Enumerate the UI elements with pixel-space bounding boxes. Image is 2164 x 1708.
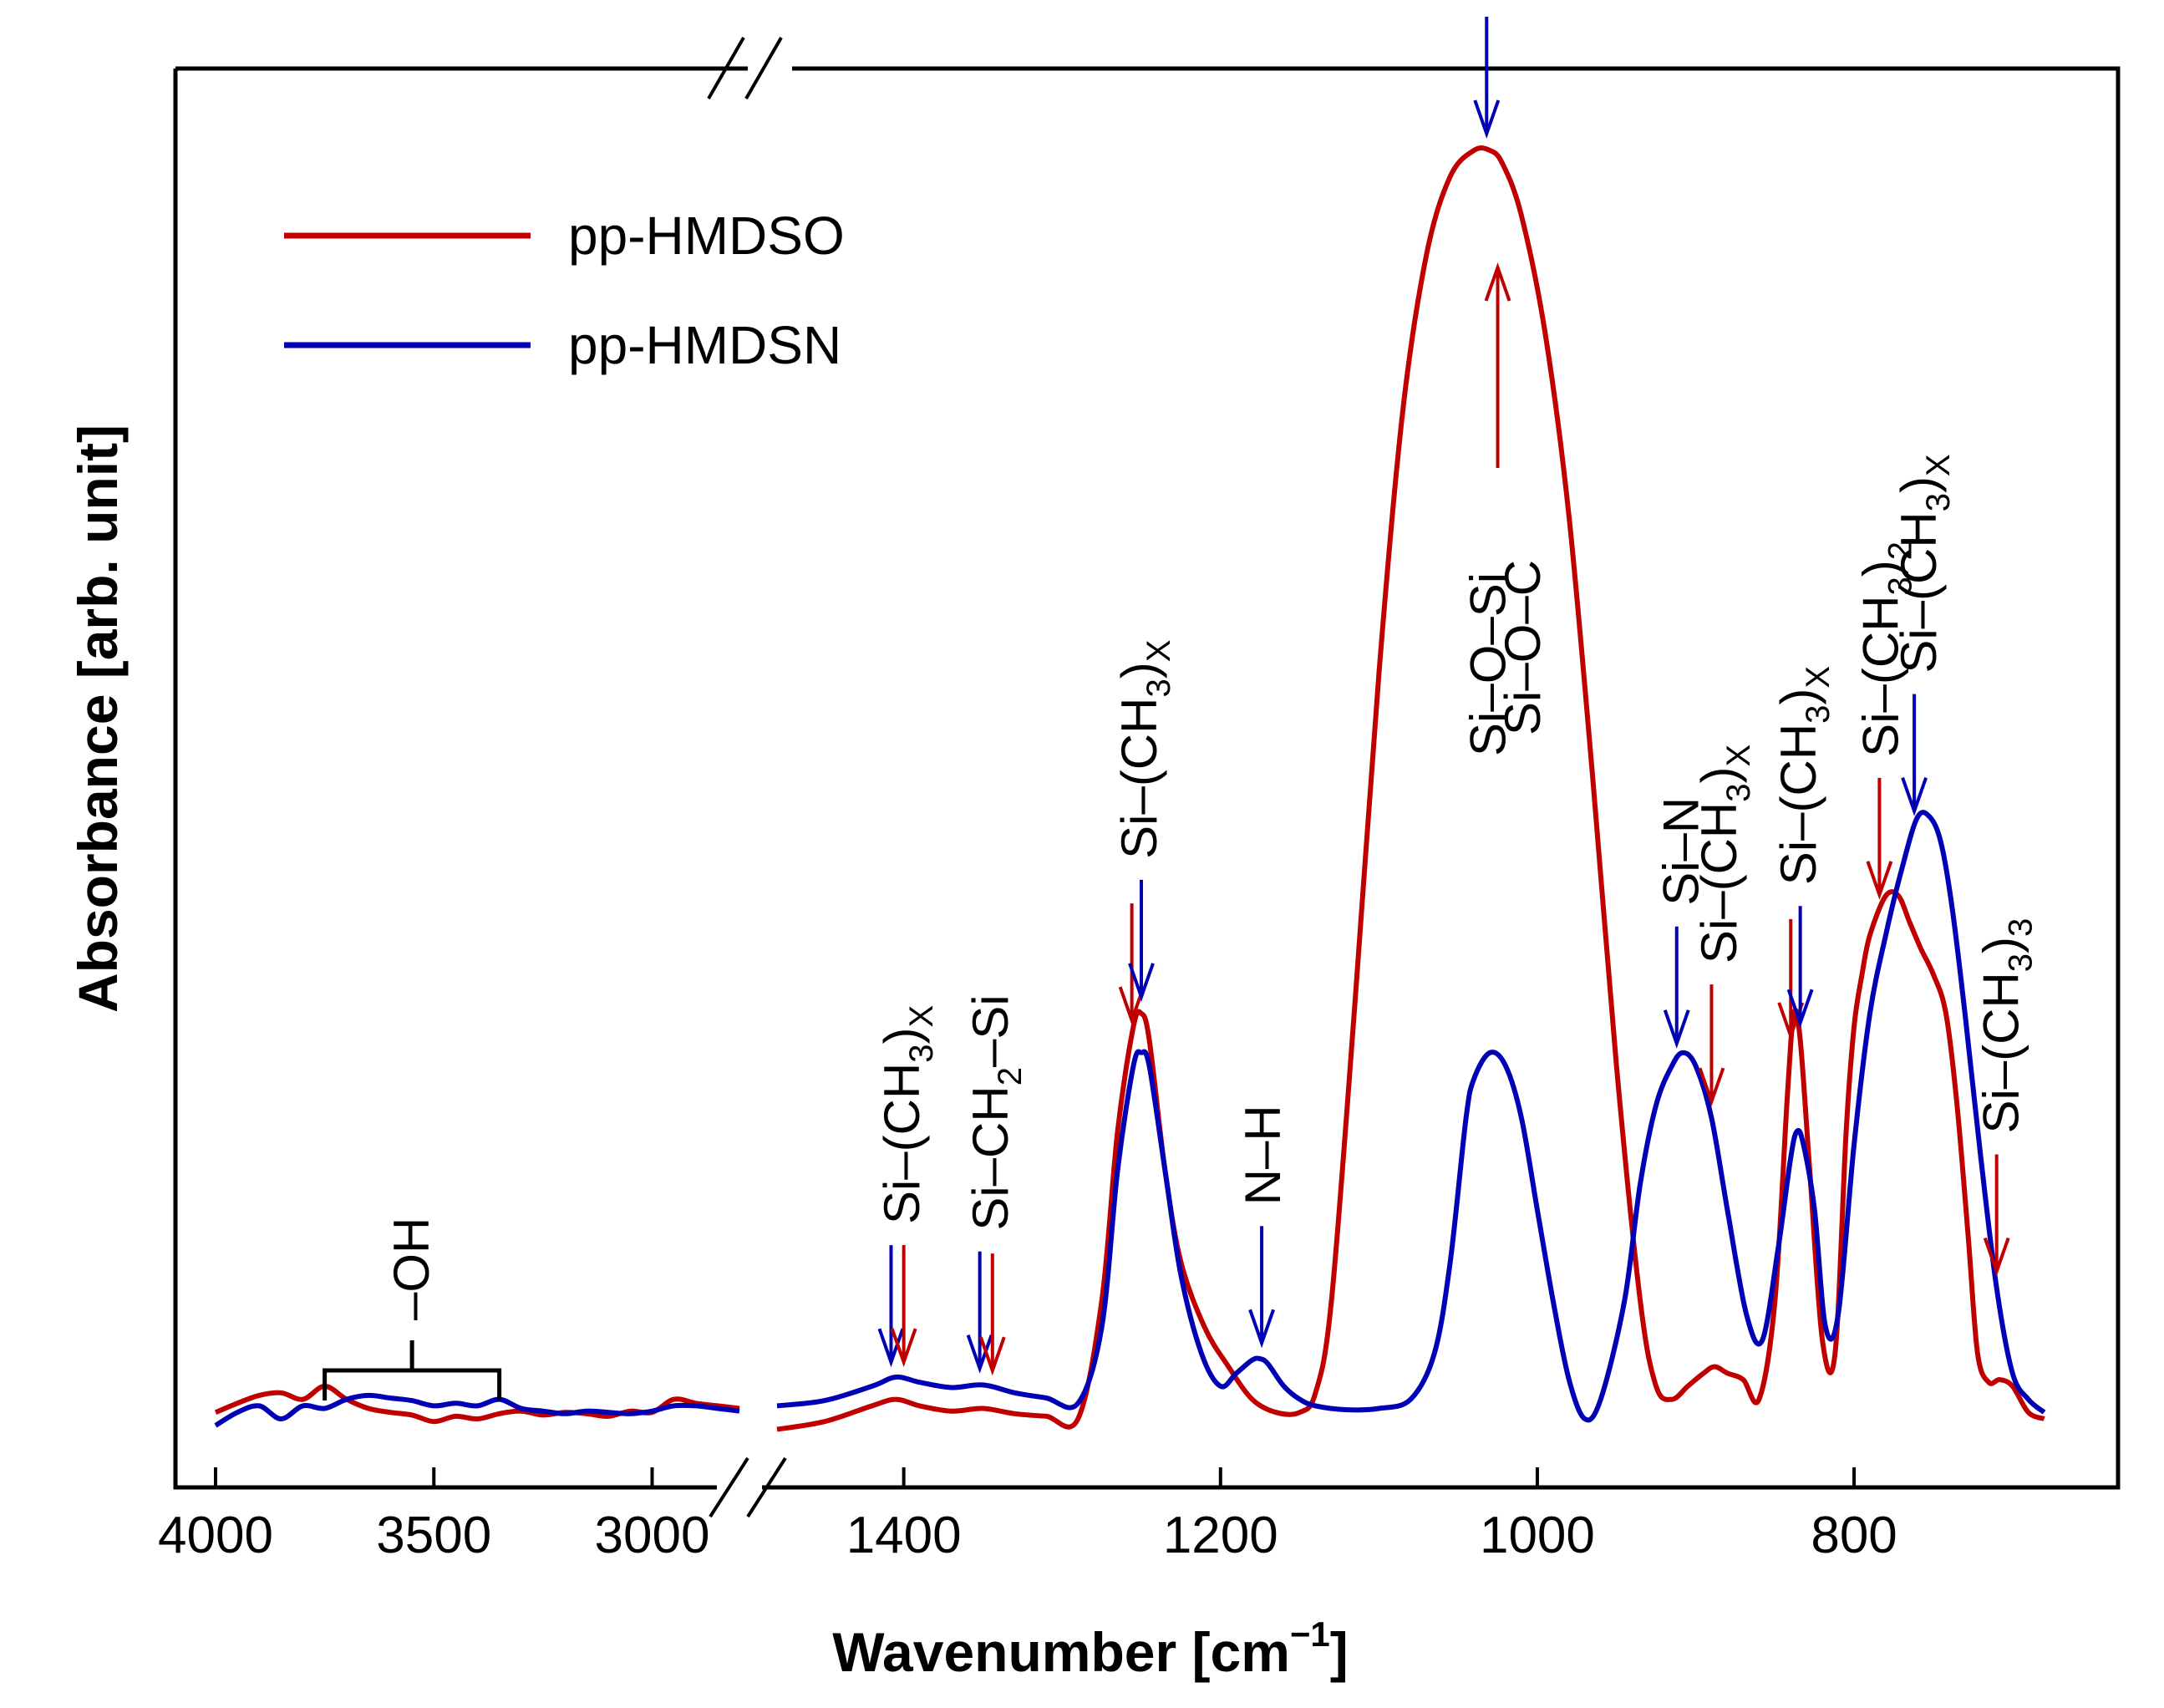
annotation-label-11: Si–(CH3)3 xyxy=(1973,918,2039,1134)
axis-left-bottom xyxy=(173,69,717,1490)
peak-arrow xyxy=(890,1245,917,1368)
series-line-pp-hmdsn-segment-1 xyxy=(776,810,2046,1423)
peak-arrow xyxy=(1901,694,1928,816)
legend: pp-HMDSO pp-HMDSN xyxy=(284,206,845,375)
peak-arrow xyxy=(1866,777,1893,900)
x-tick-label: 1000 xyxy=(1480,1507,1595,1564)
peak-arrow xyxy=(1786,906,1814,1029)
peak-arrow xyxy=(1128,879,1155,1002)
axis-right-top xyxy=(762,66,2121,1490)
series-layer xyxy=(214,145,2046,1432)
annotation-label-7: Si–(CH3)X xyxy=(1691,745,1757,963)
axis-break-top xyxy=(744,37,783,99)
annotation-label-4: Si–O–Si xyxy=(1460,572,1516,756)
series-line-pp-hmdsn-segment-0 xyxy=(214,1392,740,1428)
peak-arrow xyxy=(966,1251,993,1374)
annotation-layer: Si–(CH3)XSi–CH2–SiSi–(CH3)XN–HSi–O–SiSi–… xyxy=(323,17,2039,1400)
annotation-label-10: Si–(CH3)X xyxy=(1891,454,1957,673)
axis-break-bottom xyxy=(746,1456,787,1518)
annotation-oh: –OH xyxy=(384,1217,439,1320)
x-axis-ticks: 4000 3500 3000 1400 1200 1000 800 xyxy=(158,1467,1897,1564)
x-axis-title-main: Wavenumber [cm xyxy=(832,1621,1290,1683)
annotation-label-3: N–H xyxy=(1235,1105,1291,1205)
legend-label-hmdsn: pp-HMDSN xyxy=(568,315,841,375)
annotation-label-6: Si–N xyxy=(1653,797,1709,906)
x-axis-title-end: ] xyxy=(1330,1621,1349,1683)
annotation-label-9: Si–(CH3)2 xyxy=(1852,541,1918,757)
peak-arrow xyxy=(1248,1226,1275,1349)
peak-arrow xyxy=(1473,17,1501,140)
x-tick-label: 1200 xyxy=(1163,1507,1278,1564)
annotation-label-5: Si–O–C xyxy=(1495,560,1551,735)
legend-label-hmdso: pp-HMDSO xyxy=(568,206,845,266)
peak-arrow xyxy=(1484,262,1511,468)
x-tick-label: 800 xyxy=(1811,1507,1897,1564)
x-tick-label: 4000 xyxy=(158,1507,273,1564)
y-axis-title: Absorbance [arb. unit] xyxy=(67,424,129,1013)
oh-bracket xyxy=(323,1340,502,1400)
peak-arrow xyxy=(978,1253,1006,1376)
x-tick-label: 3000 xyxy=(595,1507,710,1564)
annotation-label-8: Si–(CH3)X xyxy=(1770,666,1836,885)
x-tick-label: 3500 xyxy=(376,1507,491,1564)
annotation-label-2: Si–(CH3)X xyxy=(1111,640,1177,859)
series-line-pp-hmdso-segment-1 xyxy=(776,145,2045,1432)
x-axis-title-sup: −1 xyxy=(1290,1614,1330,1654)
axis-break-top xyxy=(707,37,745,99)
annotation-label-0: Si–(CH3)X xyxy=(874,1005,940,1224)
peak-arrow xyxy=(1118,903,1145,1026)
x-axis-title: Wavenumber [cm−1] xyxy=(832,1614,1349,1683)
annotation-label-1: Si–CH2–Si xyxy=(963,994,1029,1230)
axis-break-bottom xyxy=(709,1456,749,1518)
x-tick-label: 1400 xyxy=(846,1507,962,1564)
plot-frame xyxy=(173,37,2121,1518)
peak-arrow xyxy=(1983,1154,2010,1277)
peak-arrow xyxy=(1663,926,1690,1049)
peak-arrow xyxy=(1698,984,1725,1107)
peak-arrow xyxy=(877,1245,905,1368)
